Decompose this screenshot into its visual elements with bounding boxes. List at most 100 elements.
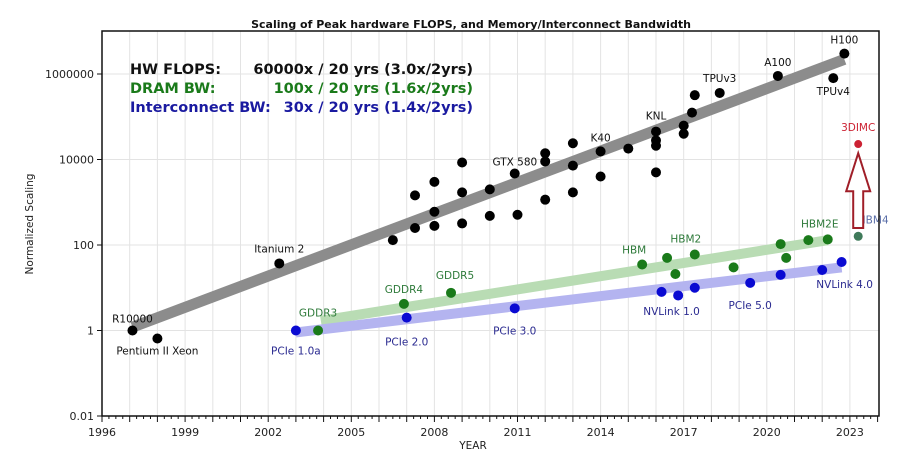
- data-point: [410, 222, 421, 233]
- data-point: [429, 206, 440, 217]
- data-point: [152, 333, 163, 344]
- data-point: [803, 235, 814, 246]
- x-tick-label: 2023: [836, 426, 864, 439]
- data-point: [828, 73, 839, 84]
- x-tick-label: 1996: [88, 426, 116, 439]
- chart-title: Scaling of Peak hardware FLOPS, and Memo…: [251, 18, 691, 31]
- data-point: [484, 184, 495, 195]
- data-point: [689, 282, 700, 293]
- up-arrow-icon: [844, 149, 872, 229]
- annotation-label: Interconnect BW:: [130, 100, 271, 116]
- point-label: GTX 580: [492, 156, 537, 168]
- data-point: [398, 298, 409, 309]
- point-label: HBM: [622, 244, 646, 256]
- data-point-3dimc: [854, 140, 863, 149]
- point-label: KNL: [646, 111, 667, 123]
- annotation-value: 30x / 20 yrs (1.4x/2yrs): [284, 100, 473, 116]
- data-point: [457, 187, 468, 198]
- data-point: [313, 325, 324, 336]
- data-point: [651, 126, 661, 137]
- point-label: HBM2E: [801, 218, 838, 230]
- data-point: [817, 265, 828, 276]
- point-labels: R10000 Pentium II Xeon Itanium 2 GTX 580 K40…: [112, 35, 889, 358]
- data-point: [775, 239, 786, 250]
- point-label: Itanium 2: [254, 243, 304, 255]
- data-point: [512, 209, 523, 220]
- x-tick-label: 2008: [420, 426, 448, 439]
- x-axis-label: YEAR: [458, 440, 487, 452]
- point-label: NVLink 4.0: [816, 279, 873, 291]
- data-point: [637, 259, 648, 270]
- data-point: [775, 269, 786, 280]
- data-point: [540, 156, 551, 167]
- point-label: K40: [590, 132, 610, 144]
- data-point: [567, 187, 578, 198]
- data-point: [651, 167, 661, 178]
- data-point: [290, 325, 301, 336]
- data-point: [567, 160, 578, 171]
- data-point: [457, 157, 468, 168]
- x-tick-label: 2020: [753, 426, 781, 439]
- data-point: [484, 210, 495, 221]
- point-label: TPUv4: [816, 86, 851, 98]
- data-point: [822, 234, 833, 245]
- point-label: 3DIMC: [841, 122, 875, 134]
- data-point: [678, 128, 689, 139]
- data-point: [446, 287, 457, 298]
- point-label: GDDR4: [385, 284, 424, 296]
- point-label: TPUv3: [702, 73, 736, 85]
- plot-frame: [101, 30, 880, 417]
- point-label: R10000: [112, 314, 153, 326]
- growth-annotations: HW FLOPS: 60000x / 20 yrs (3.0x/2yrs) DRAM…: [130, 62, 473, 116]
- data-point: [457, 218, 468, 229]
- data-point: [595, 171, 606, 182]
- data-point: [839, 48, 850, 59]
- point-label: HBM4: [858, 214, 889, 226]
- y-tick-label: 10000: [59, 154, 94, 167]
- point-label: A100: [764, 57, 791, 69]
- point-label: Pentium II Xeon: [116, 345, 198, 357]
- annotation-label: DRAM BW:: [130, 81, 216, 97]
- data-point: [781, 252, 792, 263]
- data-point: [689, 249, 700, 260]
- y-axis-label: Normalized Scaling: [24, 174, 36, 275]
- axes: 0.01 1 100 10000 1000000 1996 1999 2002 2005 2008…: [45, 68, 879, 439]
- data-point: [410, 190, 421, 201]
- annotation-label: HW FLOPS:: [130, 62, 221, 78]
- data-point-hbm4: [853, 231, 863, 241]
- data-point: [509, 303, 520, 314]
- data-point: [651, 140, 661, 151]
- data-point: [656, 286, 667, 297]
- data-point: [509, 168, 520, 179]
- data-point: [687, 107, 698, 118]
- annotation-value: 100x / 20 yrs (1.6x/2yrs): [274, 81, 473, 97]
- data-point: [772, 70, 783, 81]
- data-point: [127, 325, 138, 336]
- point-label: PCIe 1.0a: [271, 346, 321, 358]
- y-tick-label: 1: [87, 325, 94, 338]
- annotation-value: 60000x / 20 yrs (3.0x/2yrs): [253, 62, 473, 78]
- point-label: HBM2: [670, 233, 701, 245]
- data-point: [623, 143, 634, 154]
- data-point: [429, 176, 440, 187]
- data-point: [689, 90, 700, 101]
- x-tick-label: 2005: [337, 426, 365, 439]
- data-point: [678, 120, 689, 131]
- y-tick-label: 100: [73, 239, 94, 252]
- point-label: PCIe 5.0: [729, 300, 772, 312]
- x-tick-label: 2011: [504, 426, 532, 439]
- data-point: [567, 138, 578, 149]
- data-point: [540, 194, 551, 205]
- data-point: [387, 235, 398, 246]
- data-point: [540, 148, 551, 159]
- x-tick-label: 2002: [254, 426, 282, 439]
- data-point: [745, 277, 756, 288]
- x-tick-label: 2014: [587, 426, 615, 439]
- data-point: [673, 290, 684, 301]
- data-point: [662, 252, 673, 263]
- x-tick-label: 2017: [670, 426, 698, 439]
- point-label: PCIe 2.0: [385, 337, 428, 349]
- data-point: [836, 257, 847, 268]
- y-tick-label: 0.01: [70, 410, 95, 423]
